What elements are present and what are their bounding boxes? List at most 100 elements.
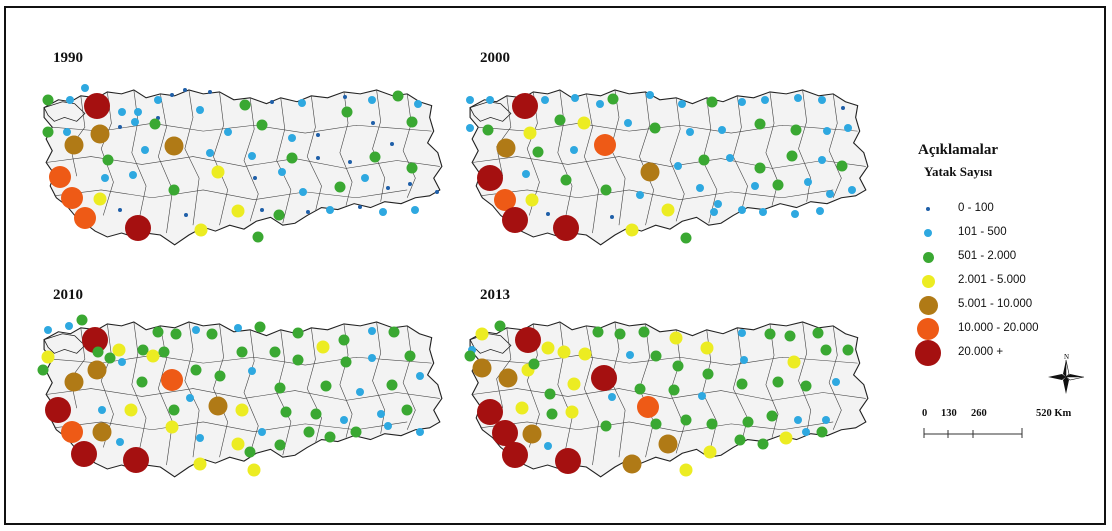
province-border bbox=[243, 97, 259, 222]
bed-count-marker-2010-68 bbox=[384, 422, 392, 430]
bed-count-marker-1990-54 bbox=[386, 186, 390, 190]
bed-count-marker-2010-2 bbox=[76, 314, 88, 326]
bed-count-marker-2013-38 bbox=[772, 376, 784, 388]
province-border bbox=[798, 321, 812, 434]
bed-count-marker-1990-2 bbox=[81, 84, 89, 92]
bed-count-marker-2013-6 bbox=[592, 326, 604, 338]
province-border bbox=[798, 89, 812, 202]
bed-count-marker-2000-28 bbox=[844, 124, 852, 132]
province-border bbox=[472, 156, 866, 169]
bed-count-marker-2013-39 bbox=[800, 380, 812, 392]
province-border bbox=[480, 189, 834, 201]
bed-count-marker-1990-28 bbox=[316, 133, 320, 137]
bed-count-marker-2013-40 bbox=[832, 378, 840, 386]
bed-count-marker-2000-15 bbox=[466, 124, 474, 132]
bed-count-marker-2010-41 bbox=[416, 372, 424, 380]
bed-count-marker-2000-43 bbox=[600, 184, 612, 196]
province-border bbox=[306, 95, 322, 212]
bed-count-marker-2010-1 bbox=[65, 322, 73, 330]
bed-count-marker-1990-11 bbox=[270, 100, 274, 104]
bed-count-marker-2013-59 bbox=[658, 434, 678, 454]
bed-count-marker-2010-65 bbox=[303, 426, 315, 438]
bed-count-marker-1990-47 bbox=[168, 184, 180, 196]
bed-count-marker-2000-6 bbox=[607, 93, 619, 105]
bed-count-marker-1990-63 bbox=[194, 223, 208, 237]
bed-count-marker-1990-30 bbox=[371, 121, 375, 125]
bed-count-marker-2010-61 bbox=[231, 437, 245, 451]
bed-count-marker-2013-53 bbox=[492, 420, 518, 446]
province-border bbox=[372, 89, 386, 202]
legend-subtitle: Yatak Sayısı bbox=[924, 164, 993, 179]
bed-count-marker-2010-47 bbox=[208, 396, 228, 416]
bed-count-marker-2013-65 bbox=[802, 428, 810, 436]
bed-count-marker-2013-21 bbox=[626, 351, 634, 359]
bed-count-marker-2000-8 bbox=[678, 100, 686, 108]
legend-label: 101 - 500 bbox=[958, 226, 1007, 238]
legend-label: 0 - 100 bbox=[958, 202, 994, 214]
bed-count-marker-1990-59 bbox=[74, 207, 96, 229]
bed-count-marker-2013-52 bbox=[822, 416, 830, 424]
bed-count-marker-2010-15 bbox=[368, 327, 376, 335]
bed-count-marker-2010-13 bbox=[316, 340, 330, 354]
bed-count-marker-2010-62 bbox=[258, 428, 266, 436]
bed-count-marker-1990-64 bbox=[231, 204, 245, 218]
bed-count-marker-2010-40 bbox=[386, 379, 398, 391]
bed-count-marker-1990-49 bbox=[253, 176, 257, 180]
bed-count-marker-2013-43 bbox=[546, 408, 558, 420]
province-border bbox=[339, 323, 353, 438]
bed-count-marker-1990-34 bbox=[141, 146, 149, 154]
bed-count-marker-1990-53 bbox=[361, 174, 369, 182]
bed-count-marker-2010-29 bbox=[340, 356, 352, 368]
province-border bbox=[157, 93, 173, 234]
province-border bbox=[184, 321, 200, 458]
bed-count-marker-2010-6 bbox=[152, 326, 164, 338]
legend-label: 5.001 - 10.000 bbox=[958, 298, 1033, 310]
bed-count-marker-2013-56 bbox=[544, 442, 552, 450]
bed-count-marker-2000-26 bbox=[790, 124, 802, 136]
bed-count-marker-1990-23 bbox=[149, 118, 161, 130]
bed-count-marker-2013-30 bbox=[528, 358, 540, 370]
bed-count-marker-1990-45 bbox=[101, 174, 109, 182]
bed-count-marker-2000-5 bbox=[596, 100, 604, 108]
legend-item: 2.001 - 5.000 bbox=[910, 270, 1080, 292]
legend-swatch bbox=[922, 251, 934, 263]
bed-count-marker-2013-31 bbox=[544, 388, 556, 400]
bed-count-marker-2010-53 bbox=[401, 404, 413, 416]
bed-count-marker-2010-45 bbox=[168, 404, 180, 416]
bed-count-marker-1990-40 bbox=[348, 160, 352, 164]
bed-count-marker-2010-57 bbox=[116, 438, 124, 446]
province-border bbox=[402, 93, 416, 198]
bed-count-marker-2000-29 bbox=[496, 138, 516, 158]
bed-count-marker-2013-4 bbox=[557, 345, 571, 359]
bed-count-marker-2000-22 bbox=[649, 122, 661, 134]
bed-count-marker-2010-56 bbox=[71, 441, 97, 467]
province-border bbox=[583, 93, 599, 234]
bed-count-marker-2013-62 bbox=[734, 434, 746, 446]
bed-count-marker-1990-70 bbox=[358, 205, 362, 209]
bed-count-marker-2013-44 bbox=[600, 420, 612, 432]
bed-count-marker-1990-4 bbox=[118, 108, 126, 116]
bed-count-marker-2013-57 bbox=[555, 448, 581, 474]
bed-count-marker-1990-41 bbox=[369, 151, 381, 163]
bed-count-marker-2000-53 bbox=[494, 189, 516, 211]
bed-count-marker-2010-32 bbox=[41, 350, 55, 364]
bed-count-marker-2010-21 bbox=[104, 352, 116, 364]
legend-label: 2.001 - 5.000 bbox=[958, 274, 1026, 286]
province-border bbox=[765, 323, 779, 438]
bed-count-marker-2010-44 bbox=[124, 403, 138, 417]
legend-swatch bbox=[926, 207, 930, 211]
legend-swatch bbox=[915, 340, 941, 366]
bed-count-marker-2010-38 bbox=[320, 380, 332, 392]
legend-item: 0 - 100 bbox=[910, 198, 1080, 220]
north-label: N bbox=[1064, 353, 1069, 361]
province-border bbox=[46, 388, 440, 401]
province-border bbox=[669, 97, 685, 222]
bed-count-marker-2000-37 bbox=[786, 150, 798, 162]
legend-label: 10.000 - 20.000 bbox=[958, 322, 1039, 334]
bed-count-marker-2013-7 bbox=[614, 328, 626, 340]
bed-count-marker-1990-1 bbox=[66, 96, 74, 104]
bed-count-marker-1990-57 bbox=[61, 187, 83, 209]
bed-count-marker-2000-1 bbox=[486, 96, 494, 104]
bed-count-marker-2010-31 bbox=[404, 350, 416, 362]
bed-count-marker-2000-4 bbox=[571, 94, 579, 102]
